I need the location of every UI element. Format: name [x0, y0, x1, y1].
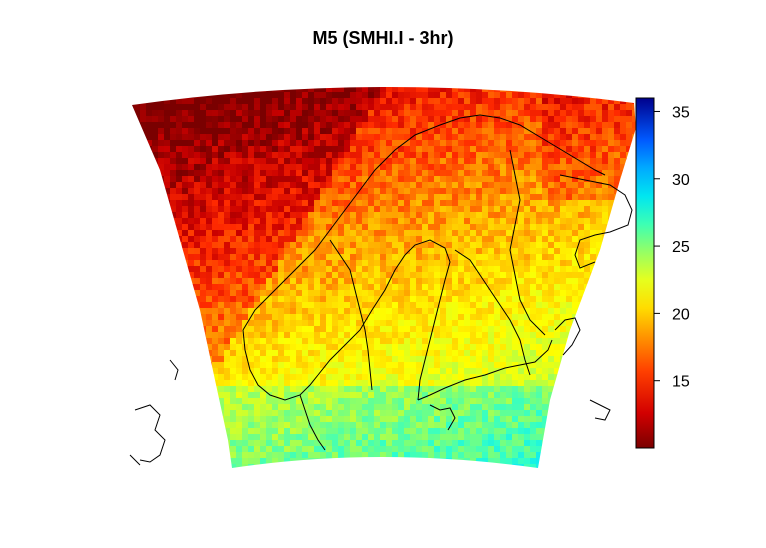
coastlines: [129, 114, 633, 466]
colorbar-tick-label: 25: [672, 239, 690, 256]
colorbar-tick-label: 30: [672, 172, 690, 189]
colorbar-tick-label: 35: [672, 104, 690, 121]
colorbar-ticks: 15 20 25 30 35: [654, 104, 690, 391]
colorbar-gradient: [635, 97, 655, 449]
colorbar-tick-label: 15: [672, 374, 690, 391]
colorbar-tick-label: 20: [672, 306, 690, 323]
map-title: M5 (SMHI.I - 3hr): [312, 28, 454, 48]
